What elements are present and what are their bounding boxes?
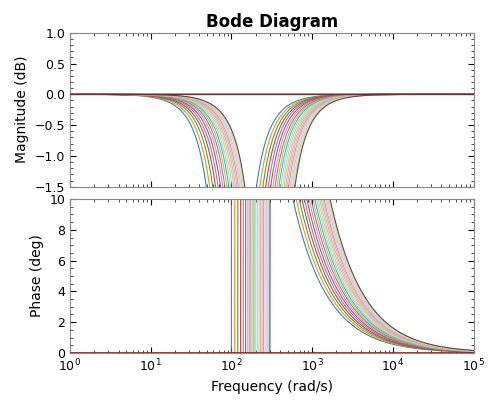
Y-axis label: Magnitude (dB): Magnitude (dB) bbox=[15, 56, 29, 164]
Title: Bode Diagram: Bode Diagram bbox=[206, 13, 338, 31]
Y-axis label: Phase (deg): Phase (deg) bbox=[30, 234, 44, 317]
X-axis label: Frequency (rad/s): Frequency (rad/s) bbox=[210, 380, 332, 394]
